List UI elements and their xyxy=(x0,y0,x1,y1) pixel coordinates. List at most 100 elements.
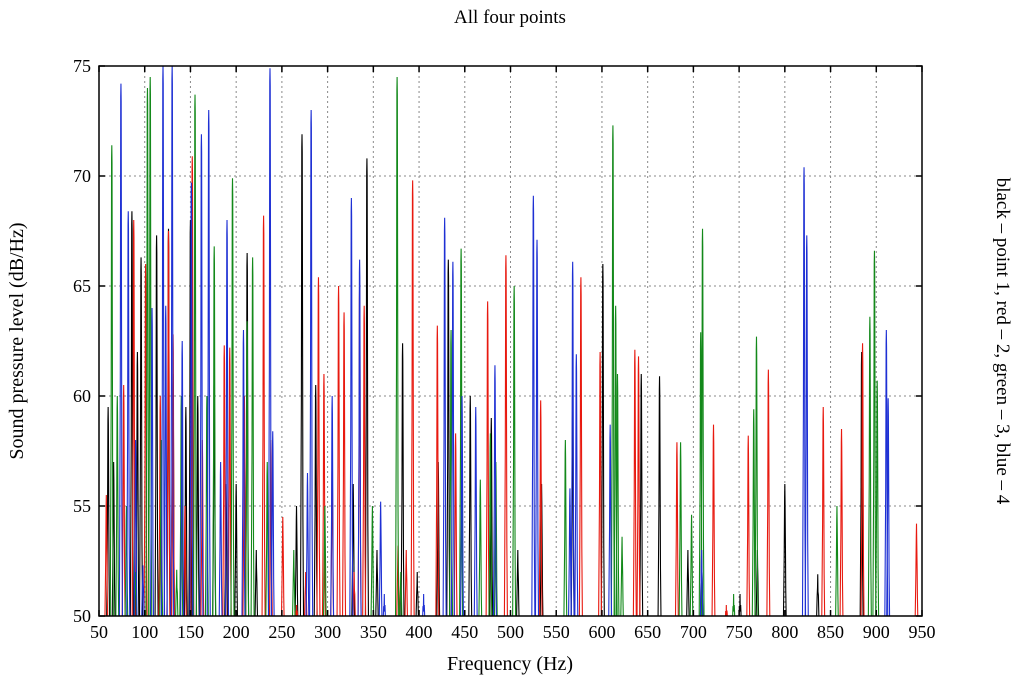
spectral-peak xyxy=(313,384,318,616)
y-tick-label: 65 xyxy=(73,276,91,296)
spectral-peak xyxy=(183,505,187,616)
spectral-peak xyxy=(292,549,296,616)
spectral-peak xyxy=(234,483,239,616)
x-tick-label: 650 xyxy=(634,622,661,642)
spectral-peak xyxy=(227,347,232,616)
spectral-peak xyxy=(336,285,341,616)
spectral-peak xyxy=(342,312,347,616)
x-tick-label: 850 xyxy=(817,622,844,642)
spectral-peak xyxy=(782,483,787,616)
spectral-peak xyxy=(488,433,493,616)
spectral-peak xyxy=(468,395,473,616)
grid-lines xyxy=(99,66,922,616)
series-point-2 xyxy=(104,156,919,616)
spectral-peak xyxy=(364,158,369,616)
spectral-peak xyxy=(821,406,826,616)
legend-text: black – point 1, red – 2, green – 3, blu… xyxy=(992,178,1013,505)
spectral-peak xyxy=(620,536,624,616)
spectral-peak xyxy=(400,343,405,616)
x-axis: 50 100 150 200 250 300 350 400 450 500 550 600 650 70… xyxy=(90,66,936,642)
spectral-peak xyxy=(121,384,126,616)
spectral-peak xyxy=(615,373,620,616)
y-axis-label: Sound pressure level (dB/Hz) xyxy=(6,222,28,459)
spectral-peak xyxy=(453,433,458,616)
spectral-peak xyxy=(357,259,362,616)
spectral-peak xyxy=(349,197,354,616)
x-tick-label: 100 xyxy=(131,622,158,642)
spectral-peak xyxy=(163,305,168,616)
y-tick-label: 70 xyxy=(73,166,91,186)
spectral-peak xyxy=(180,340,185,616)
x-axis-label: Frequency (Hz) xyxy=(447,653,573,675)
spectral-peak xyxy=(699,549,704,616)
spectral-peak xyxy=(867,316,872,616)
spectral-peak xyxy=(473,406,478,616)
spectral-peak xyxy=(404,549,408,616)
spectral-peak xyxy=(804,235,809,616)
spectral-peak xyxy=(754,336,759,616)
spectral-peak xyxy=(534,239,540,616)
x-tick-label: 250 xyxy=(268,622,295,642)
spectral-peak xyxy=(399,571,403,616)
spectral-peak xyxy=(375,549,379,616)
x-tick-label: 950 xyxy=(909,622,936,642)
x-tick-label: 50 xyxy=(90,622,108,642)
spectral-peak xyxy=(141,565,145,616)
x-tick-label: 750 xyxy=(726,622,753,642)
spectral-peak xyxy=(724,604,728,616)
spectral-peak xyxy=(632,349,637,616)
spectral-peak xyxy=(512,285,517,616)
spectral-peak xyxy=(245,321,250,616)
spectral-peak xyxy=(270,431,275,616)
spectral-peak xyxy=(410,180,415,616)
spectral-peak xyxy=(460,395,464,616)
x-tick-label: 700 xyxy=(680,622,707,642)
spectral-peak xyxy=(859,351,864,616)
x-tick-label: 400 xyxy=(406,622,433,642)
spectral-peak xyxy=(241,329,246,616)
spectral-peak xyxy=(104,494,109,616)
spectral-peak xyxy=(394,76,400,616)
spectral-peak xyxy=(839,428,844,616)
spectral-peak xyxy=(598,351,603,616)
spectral-peak xyxy=(195,395,200,616)
spectral-peak xyxy=(295,604,299,616)
spectral-peak xyxy=(160,66,166,616)
x-tick-label: 300 xyxy=(314,622,341,642)
spectral-peak xyxy=(563,439,568,616)
spectral-peak xyxy=(875,380,880,616)
x-tick-label: 600 xyxy=(588,622,615,642)
spectral-peak xyxy=(574,354,579,616)
spectral-peak xyxy=(639,373,644,616)
spectral-peak xyxy=(370,505,375,616)
spectral-peak xyxy=(109,145,114,616)
spectral-peak xyxy=(138,257,144,616)
spectral-peak xyxy=(689,514,694,616)
series-point-3 xyxy=(109,76,880,616)
spectral-peak xyxy=(415,571,419,616)
spectral-peak xyxy=(610,125,615,616)
spectral-peak xyxy=(254,549,259,616)
spectral-peak xyxy=(450,261,455,616)
spectral-peak xyxy=(492,365,497,616)
spectral-peak xyxy=(352,571,356,616)
spectral-peak xyxy=(503,255,508,616)
spectral-peak xyxy=(222,345,227,616)
spectral-peak xyxy=(608,424,613,616)
spectral-peak xyxy=(738,593,742,616)
spectral-peak xyxy=(478,479,483,616)
spectral-peak xyxy=(212,246,217,616)
spectral-peak xyxy=(886,398,891,616)
series-point-4 xyxy=(118,66,891,616)
spectral-peak xyxy=(322,505,327,616)
spectral-peak xyxy=(206,109,211,616)
series-layer xyxy=(104,66,919,616)
spectral-peak xyxy=(118,83,124,616)
x-tick-label: 200 xyxy=(223,622,250,642)
spectral-peak xyxy=(382,593,386,616)
spectral-peak xyxy=(600,263,605,616)
spectral-peak xyxy=(166,230,171,616)
x-tick-label: 500 xyxy=(497,622,524,642)
x-tick-label: 450 xyxy=(451,622,478,642)
spectral-peak xyxy=(485,301,490,616)
